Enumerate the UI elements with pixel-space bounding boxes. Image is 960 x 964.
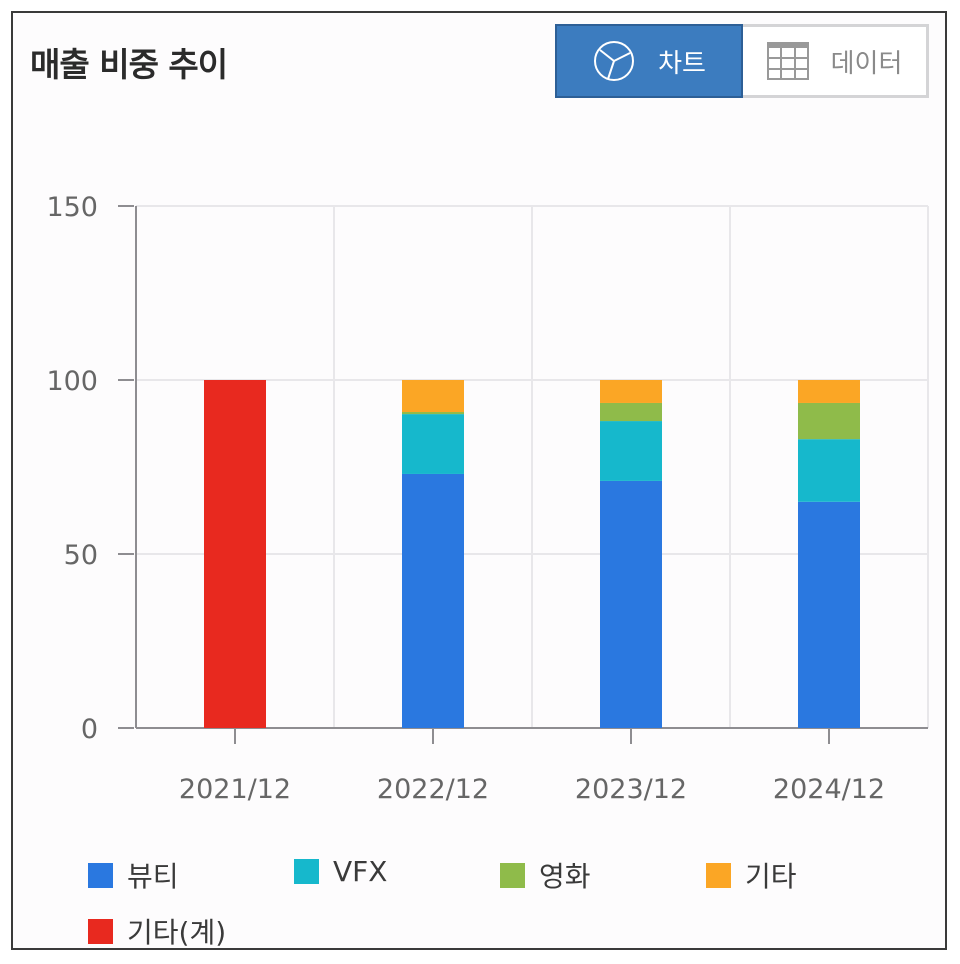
legend-swatch — [500, 862, 525, 888]
bar-segment — [600, 480, 662, 728]
legend-swatch — [706, 862, 731, 888]
legend-swatch — [88, 862, 113, 888]
bar-segment — [798, 439, 860, 502]
legend-label: VFX — [333, 855, 388, 888]
pie-chart-icon — [594, 41, 635, 81]
data-view-button[interactable]: 데이터 — [743, 24, 929, 98]
y-tick-label: 50 — [64, 540, 98, 571]
bar-segment — [402, 380, 464, 413]
bar-segment — [798, 380, 860, 403]
chart-title: 매출 비중 추이 — [30, 45, 228, 84]
bar-segment — [204, 380, 266, 728]
x-tick-label: 2023/12 — [575, 774, 687, 805]
bar-segment — [600, 421, 662, 481]
x-tick-label: 2021/12 — [179, 774, 291, 805]
legend-swatch — [88, 918, 113, 944]
legend-item[interactable]: 기타(계) — [88, 911, 226, 951]
chart-view-button[interactable]: 차트 — [555, 24, 743, 98]
legend-item[interactable]: 영화 — [500, 855, 591, 895]
legend-swatch — [294, 859, 319, 884]
bar-segment — [600, 380, 662, 403]
bar-segment — [600, 402, 662, 422]
bar-segment — [402, 414, 464, 474]
data-view-label: 데이터 — [830, 48, 903, 79]
table-grid-icon — [766, 42, 809, 80]
bar-segment — [402, 412, 464, 415]
bar-segment — [798, 402, 860, 440]
y-tick-label: 100 — [46, 366, 98, 397]
legend-label: 영화 — [539, 860, 591, 893]
y-tick-label: 150 — [46, 192, 98, 223]
y-tick-label: 0 — [81, 714, 98, 745]
x-tick-label: 2022/12 — [377, 774, 489, 805]
bar-segment — [402, 473, 464, 728]
bar-segment — [798, 501, 860, 728]
legend-label: 기타 — [745, 860, 797, 893]
view-toggle: 차트 데이터 — [555, 24, 929, 98]
legend-item[interactable]: 뷰티 — [88, 855, 179, 895]
legend-label: 기타(계) — [127, 916, 227, 949]
x-tick-label: 2024/12 — [773, 774, 885, 805]
legend-label: 뷰티 — [127, 860, 179, 893]
chart-card — [11, 11, 947, 950]
legend-item[interactable]: 기타 — [706, 855, 797, 895]
chart-view-label: 차트 — [658, 48, 706, 79]
legend-item[interactable]: VFX — [294, 855, 387, 888]
